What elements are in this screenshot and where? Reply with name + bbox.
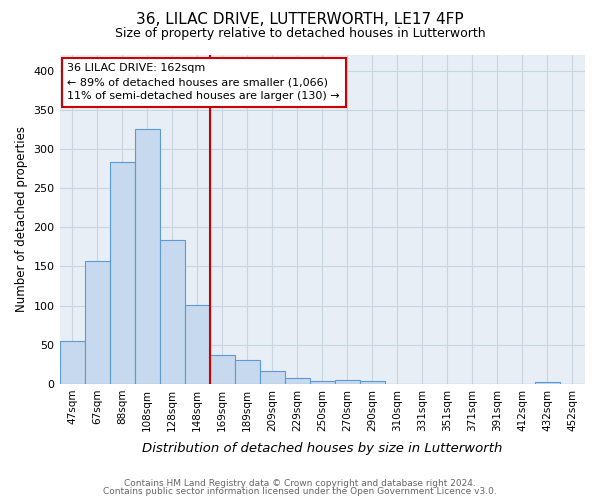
Bar [160,240,185,384]
Text: Contains HM Land Registry data © Crown copyright and database right 2024.: Contains HM Land Registry data © Crown c… [124,478,476,488]
Bar [59,341,85,384]
Bar [310,381,335,384]
Bar [134,130,160,384]
Bar [335,380,360,384]
Bar [185,305,209,384]
Bar [209,355,235,384]
Y-axis label: Number of detached properties: Number of detached properties [15,126,28,312]
Text: 36 LILAC DRIVE: 162sqm
← 89% of detached houses are smaller (1,066)
11% of semi-: 36 LILAC DRIVE: 162sqm ← 89% of detached… [67,63,340,101]
Bar [360,381,385,384]
Text: 36, LILAC DRIVE, LUTTERWORTH, LE17 4FP: 36, LILAC DRIVE, LUTTERWORTH, LE17 4FP [136,12,464,28]
X-axis label: Distribution of detached houses by size in Lutterworth: Distribution of detached houses by size … [142,442,502,455]
Bar [235,360,260,384]
Bar [85,261,110,384]
Bar [285,378,310,384]
Bar [535,382,560,384]
Text: Size of property relative to detached houses in Lutterworth: Size of property relative to detached ho… [115,28,485,40]
Bar [260,370,285,384]
Text: Contains public sector information licensed under the Open Government Licence v3: Contains public sector information licen… [103,487,497,496]
Bar [110,162,134,384]
